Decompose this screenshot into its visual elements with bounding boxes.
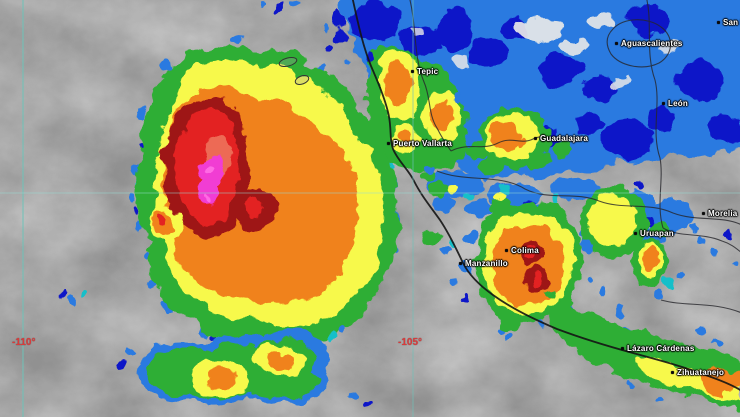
main-storm-cluster — [59, 0, 400, 407]
pacific-coastline — [351, 0, 740, 391]
state-boundaries — [409, 0, 740, 313]
islas-marias — [278, 56, 310, 85]
colima-cell — [424, 203, 632, 334]
guadalajara-cell — [466, 108, 550, 168]
michoacan-cells — [580, 181, 739, 299]
